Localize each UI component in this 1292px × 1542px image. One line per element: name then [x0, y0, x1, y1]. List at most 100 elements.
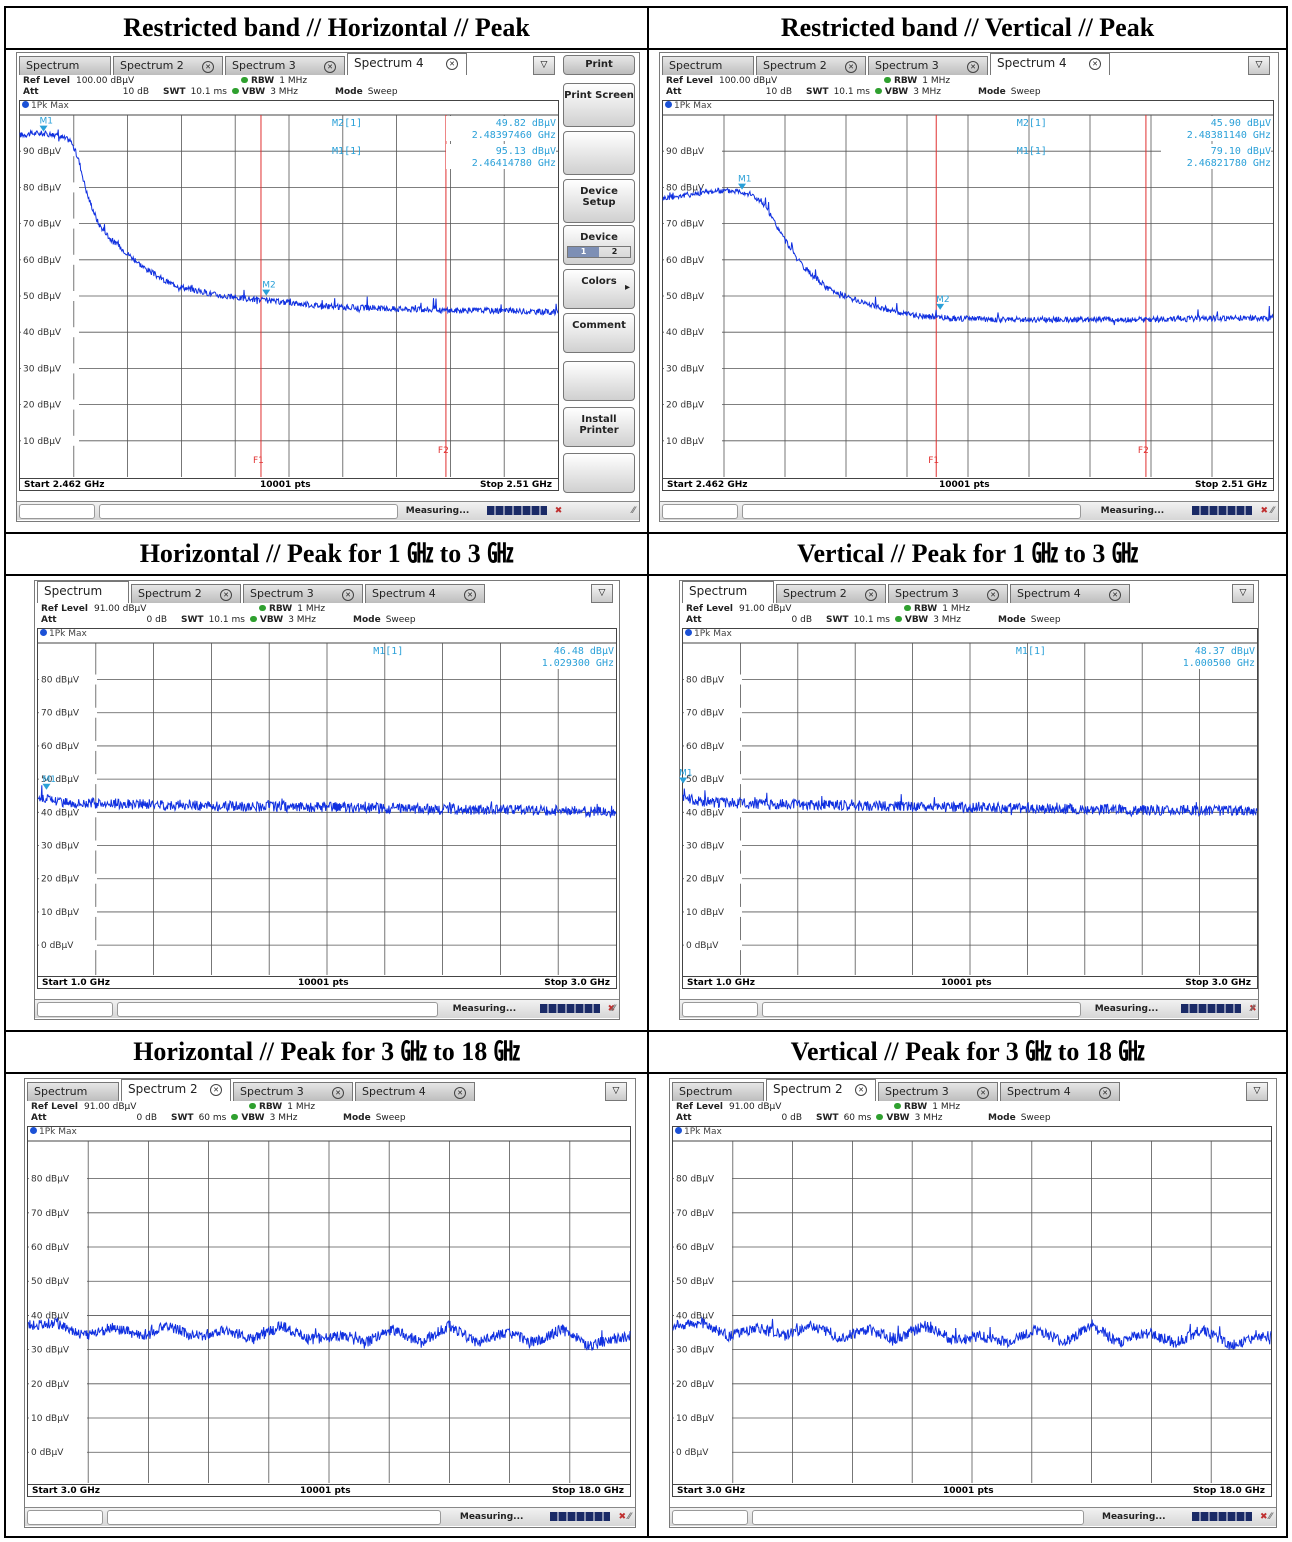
tab-spectrum-4[interactable]: Spectrum 4 ✕	[365, 584, 485, 603]
att-value: 0 dB	[781, 1113, 802, 1123]
close-icon[interactable]: ✕	[1109, 589, 1121, 601]
result-cell: Horizontal // Peak for 1 ㎓ to 3 ㎓ Spectru…	[6, 534, 647, 1030]
dropdown-icon[interactable]: ▽	[1248, 56, 1270, 75]
close-icon[interactable]: ✕	[220, 589, 232, 601]
close-icon[interactable]: ✕	[202, 61, 214, 73]
tab-spectrum-3[interactable]: Spectrum 3 ✕	[243, 584, 363, 603]
tab-spectrum-1[interactable]: Spectrum	[37, 581, 129, 603]
resize-grip-icon[interactable]: ⁄⁄	[611, 1004, 615, 1014]
close-icon[interactable]: ✕	[324, 61, 336, 73]
close-icon[interactable]: ✕	[977, 1087, 989, 1099]
softkey-button[interactable]: Colors ▸	[563, 269, 635, 309]
softkey-button[interactable]	[563, 361, 635, 401]
readout-bg	[446, 144, 556, 169]
tab-spectrum-2[interactable]: Spectrum 2 ✕	[766, 1079, 876, 1101]
status-field	[682, 1002, 758, 1017]
rbw-label: RBW	[914, 604, 938, 614]
close-icon[interactable]: ✕	[446, 58, 458, 70]
close-icon[interactable]: ✕	[332, 1087, 344, 1099]
close-icon[interactable]: ✕	[987, 589, 999, 601]
softkey-button[interactable]: Comment	[563, 313, 635, 353]
tab-spectrum-1[interactable]: Spectrum	[672, 1082, 764, 1101]
resize-grip-icon[interactable]: ⁄⁄	[631, 506, 635, 516]
tab-spectrum-1[interactable]: Spectrum	[19, 56, 111, 75]
swt-label: SWT	[163, 87, 186, 97]
tab-spectrum-3[interactable]: Spectrum 3 ✕	[878, 1082, 998, 1101]
y-tick-label: 70 dBµV	[666, 220, 705, 230]
stop-frequency: Stop 18.0 GHz	[1192, 1486, 1265, 1496]
close-icon[interactable]: ✕	[342, 589, 354, 601]
tab-spectrum-3[interactable]: Spectrum 3 ✕	[868, 56, 988, 75]
close-icon[interactable]: ✕	[454, 1087, 466, 1099]
tab-spectrum-4[interactable]: Spectrum 4 ✕	[1010, 584, 1130, 603]
dropdown-icon[interactable]: ▽	[1246, 1082, 1268, 1101]
tick-label-bg	[39, 707, 97, 718]
tick-label-bg	[684, 707, 742, 718]
tab-spectrum-2[interactable]: Spectrum 2 ✕	[121, 1079, 231, 1101]
softkey-button[interactable]: Install Printer	[563, 407, 635, 447]
tab-spectrum-1[interactable]: Spectrum	[682, 581, 774, 603]
softkey-button[interactable]: Print	[563, 55, 635, 75]
resize-grip-icon[interactable]: ⁄⁄	[627, 1512, 631, 1522]
resize-grip-icon[interactable]: ⁄⁄	[1250, 1004, 1254, 1014]
tab-spectrum-1[interactable]: Spectrum	[662, 56, 754, 75]
close-icon[interactable]: ✕	[855, 1084, 867, 1096]
close-icon[interactable]: ✕	[1089, 58, 1101, 70]
tab-spectrum-2[interactable]: Spectrum 2 ✕	[113, 56, 223, 75]
tab-spectrum-3[interactable]: Spectrum 3 ✕	[888, 584, 1008, 603]
tab-label: Spectrum 2	[138, 587, 202, 600]
softkey-button[interactable]: Print Screen	[563, 83, 635, 127]
tick-label-bg	[664, 218, 722, 229]
resize-grip-icon[interactable]: ⁄⁄	[1270, 506, 1274, 516]
trace-dot-icon	[675, 1127, 682, 1134]
tab-spectrum-4[interactable]: Spectrum 4 ✕	[990, 53, 1110, 75]
dropdown-icon[interactable]: ▽	[591, 584, 613, 603]
tab-spectrum-4[interactable]: Spectrum 4 ✕	[1000, 1082, 1120, 1101]
start-frequency: Start 2.462 GHz	[24, 480, 105, 490]
tab-spectrum-2[interactable]: Spectrum 2 ✕	[131, 584, 241, 603]
close-icon[interactable]: ✕	[865, 589, 877, 601]
tick-label-bg	[39, 674, 97, 685]
marker-readout-name: M1[1]	[373, 646, 403, 657]
softkey-label: Comment	[572, 320, 626, 331]
tick-label-bg	[664, 254, 722, 265]
dropdown-icon[interactable]: ▽	[1232, 584, 1254, 603]
tab-label: Spectrum 2	[763, 59, 827, 72]
softkey-button[interactable]: Device 1 2	[563, 225, 635, 265]
dropdown-icon[interactable]: ▽	[605, 1082, 627, 1101]
y-tick-label: 40 dBµV	[676, 1311, 715, 1321]
tab-spectrum-1[interactable]: Spectrum	[27, 1082, 119, 1101]
softkey-button[interactable]	[563, 453, 635, 493]
device-option[interactable]: 2	[611, 247, 618, 256]
resize-grip-icon[interactable]: ⁄⁄	[1268, 1512, 1272, 1522]
tick-label-bg	[674, 1344, 732, 1355]
mode-label: Mode	[343, 1113, 371, 1123]
rbw-value: 1 MHz	[287, 1102, 316, 1112]
y-tick-label: 70 dBµV	[31, 1209, 70, 1219]
swt-setting: SWT 10.1 ms VBW 3 MHz	[181, 615, 316, 626]
softkey-button[interactable]: Device Setup	[563, 179, 635, 223]
tab-spectrum-3[interactable]: Spectrum 3 ✕	[225, 56, 345, 75]
device-option[interactable]: 1	[568, 247, 599, 257]
tab-spectrum-3[interactable]: Spectrum 3 ✕	[233, 1082, 353, 1101]
error-icon: ✖	[1249, 1004, 1257, 1014]
status-field	[27, 1510, 103, 1525]
tab-spectrum-4[interactable]: Spectrum 4 ✕	[355, 1082, 475, 1101]
tab-spectrum-2[interactable]: Spectrum 2 ✕	[776, 584, 886, 603]
frequency-line-label: F1	[253, 456, 264, 466]
close-icon[interactable]: ✕	[845, 61, 857, 73]
close-icon[interactable]: ✕	[1099, 1087, 1111, 1099]
trace-dot-icon	[30, 1127, 37, 1134]
tab-spectrum-4[interactable]: Spectrum 4 ✕	[347, 53, 467, 75]
close-icon[interactable]: ✕	[210, 1084, 222, 1096]
trace-line	[672, 1316, 1272, 1350]
swt-setting: SWT 60 ms VBW 3 MHz	[171, 1113, 297, 1124]
y-tick-label: 80 dBµV	[686, 676, 725, 686]
y-tick-label: 30 dBµV	[676, 1346, 715, 1356]
close-icon[interactable]: ✕	[967, 61, 979, 73]
dropdown-icon[interactable]: ▽	[533, 56, 555, 75]
softkey-button[interactable]	[563, 131, 635, 175]
tab-spectrum-2[interactable]: Spectrum 2 ✕	[756, 56, 866, 75]
close-icon[interactable]: ✕	[464, 589, 476, 601]
